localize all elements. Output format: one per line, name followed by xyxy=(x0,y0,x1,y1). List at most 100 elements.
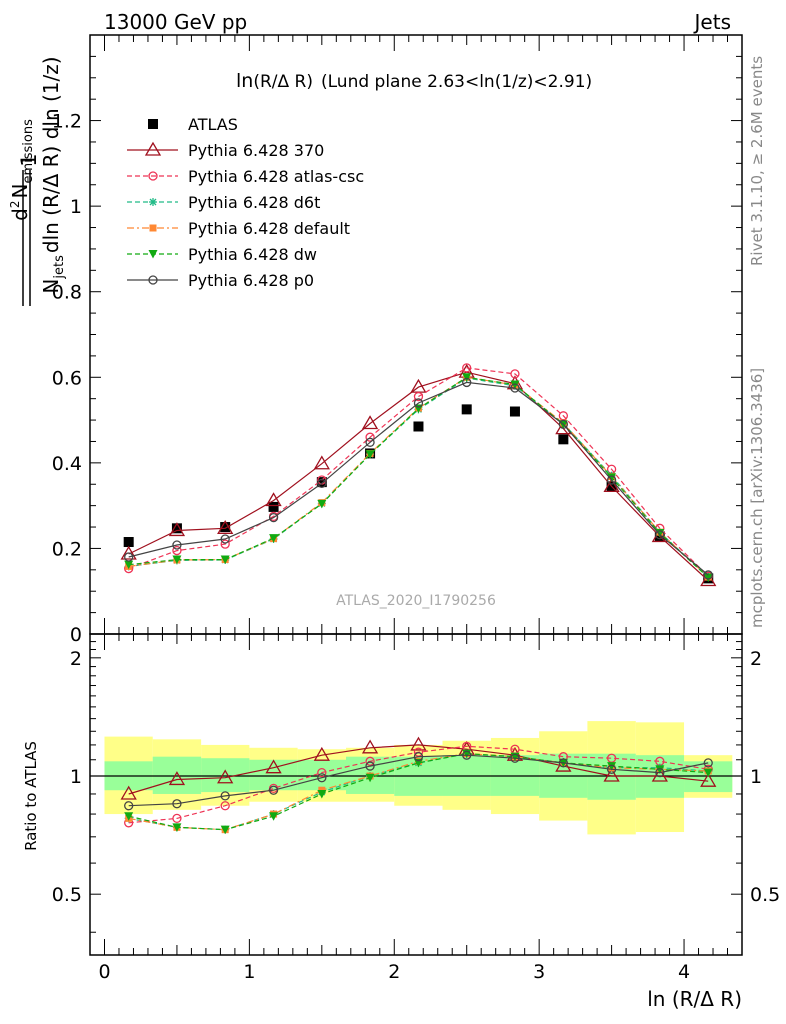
ratio-point-p370 xyxy=(361,739,379,754)
data-point-atlascsc xyxy=(172,545,182,556)
legend-marker-dw xyxy=(148,250,158,259)
ratio-y-tick-label-right: 1 xyxy=(750,766,762,788)
x-tick-label: 2 xyxy=(388,961,400,983)
x-tick-label: 1 xyxy=(243,961,255,983)
legend-label-p370: Pythia 6.428 370 xyxy=(188,141,324,160)
legend-item-d6t: Pythia 6.428 d6t xyxy=(127,193,320,212)
x-tick-label: 0 xyxy=(98,961,110,983)
band-inner-bin xyxy=(249,759,298,791)
series-atlascsc xyxy=(124,363,713,581)
ratio-point-p0 xyxy=(365,761,375,771)
ratio-point-dw xyxy=(124,812,134,821)
ratio-point-dw xyxy=(172,823,182,832)
ratio-point-dw xyxy=(703,768,713,778)
header-left: 13000 GeV pp xyxy=(104,10,247,34)
data-point-p370 xyxy=(168,522,186,537)
data-point-p0 xyxy=(655,530,665,540)
data-point-dw xyxy=(172,555,182,565)
band-inner-bin xyxy=(587,753,636,800)
data-point-p0 xyxy=(413,398,424,408)
header-right: Jets xyxy=(693,10,731,34)
legend-item-atlas: ATLAS xyxy=(148,115,238,134)
data-point-dw xyxy=(269,534,279,543)
legend-item-atlascsc: Pythia 6.428 atlas-csc xyxy=(127,167,364,186)
legend-marker-atlas xyxy=(148,119,158,129)
band-inner-bin xyxy=(297,759,347,791)
ratio-point-p370 xyxy=(603,767,620,782)
ratio-point-p0 xyxy=(413,752,424,762)
ratio-point-p370 xyxy=(265,759,282,774)
data-point-p0 xyxy=(317,478,327,489)
ratio-point-atlascsc xyxy=(220,801,230,811)
ratio-point-p0 xyxy=(172,799,182,809)
ratio-y-tick-label: 0.5 xyxy=(52,884,82,906)
ratio-y-tick-label: 1 xyxy=(70,766,82,788)
ratio-point-p0 xyxy=(558,758,569,768)
band-inner-bin xyxy=(201,758,250,793)
ratio-point-p370 xyxy=(410,736,427,751)
data-point-atlascsc xyxy=(510,369,520,379)
data-point-p370 xyxy=(313,455,330,470)
data-point-p370 xyxy=(217,520,234,534)
legend-marker-p370 xyxy=(144,141,162,156)
legend-marker-default xyxy=(149,224,157,232)
data-point-p0 xyxy=(124,552,134,562)
data-point-p0 xyxy=(172,540,182,550)
series-atlas xyxy=(123,404,714,584)
data-point-p0 xyxy=(606,475,617,485)
ratio-point-p0 xyxy=(268,785,279,795)
ratio-point-p0 xyxy=(124,801,134,811)
data-point-p370 xyxy=(361,415,379,430)
y-label-numerator: d2Nemissions xyxy=(8,119,36,221)
data-point-p370 xyxy=(120,545,137,560)
legend-label-default: Pythia 6.428 default xyxy=(188,219,350,238)
ratio-series-p370 xyxy=(120,736,717,800)
ratio-point-dw xyxy=(269,812,279,821)
legend-label-dw: Pythia 6.428 dw xyxy=(188,245,317,264)
legend-marker-p0 xyxy=(148,275,158,285)
ratio-point-dw xyxy=(365,773,375,783)
data-point-dw xyxy=(220,555,230,565)
main-y-tick-label: 0.6 xyxy=(52,367,82,389)
ratio-point-dw xyxy=(317,789,327,799)
ratio-line-p0 xyxy=(128,754,709,807)
data-point-atlas xyxy=(123,537,134,548)
data-point-p0 xyxy=(510,383,520,393)
data-point-atlas xyxy=(558,434,569,445)
legend-item-default: Pythia 6.428 default xyxy=(127,219,350,238)
legend-marker-d6t xyxy=(149,198,157,206)
legend-item-dw: Pythia 6.428 dw xyxy=(127,245,317,264)
y-label-denominator: Njetsdln (R/Δ R) dln (1/z) xyxy=(39,56,67,293)
main-y-tick-label: 1.2 xyxy=(52,111,82,133)
data-point-p0 xyxy=(558,419,569,430)
ratio-panel xyxy=(90,721,742,835)
data-point-p0 xyxy=(268,512,279,523)
ratio-point-dw xyxy=(607,762,617,771)
x-tick-label: 4 xyxy=(678,961,690,983)
main-y-tick-label: 0.4 xyxy=(52,453,82,475)
data-point-p0 xyxy=(220,534,230,544)
legend-item-p370: Pythia 6.428 370 xyxy=(127,141,324,160)
ratio-point-p0 xyxy=(510,753,520,763)
series-line-atlascsc xyxy=(128,367,709,577)
legend: ATLAS Pythia 6.428 370 Pythia 6.428 atlas-… xyxy=(127,115,364,290)
plot-subtitle: ln(R/Δ R) (Lund plane 2.63<ln(1/z)<2.91) xyxy=(236,70,592,92)
ratio-point-dw xyxy=(413,758,423,768)
legend-label-atlascsc: Pythia 6.428 atlas-csc xyxy=(188,167,364,186)
main-y-tick-label: 0 xyxy=(70,624,82,646)
data-point-atlascsc xyxy=(413,391,424,402)
ratio-point-p370 xyxy=(120,785,137,800)
data-point-atlas xyxy=(509,406,520,417)
data-point-p0 xyxy=(462,377,472,388)
ratio-point-dw xyxy=(220,825,230,835)
legend-label-d6t: Pythia 6.428 d6t xyxy=(188,193,320,212)
main-panel xyxy=(120,363,717,587)
data-point-dw xyxy=(124,560,134,570)
ratio-y-tick-label: 2 xyxy=(70,648,82,670)
data-point-atlas xyxy=(316,477,327,488)
ratio-point-p370 xyxy=(217,769,234,784)
svg-text:Rivet 3.1.10, ≥ 2.6M events: Rivet 3.1.10, ≥ 2.6M events xyxy=(748,56,766,266)
data-point-atlascsc xyxy=(365,432,375,442)
ratio-point-dw xyxy=(655,765,665,774)
